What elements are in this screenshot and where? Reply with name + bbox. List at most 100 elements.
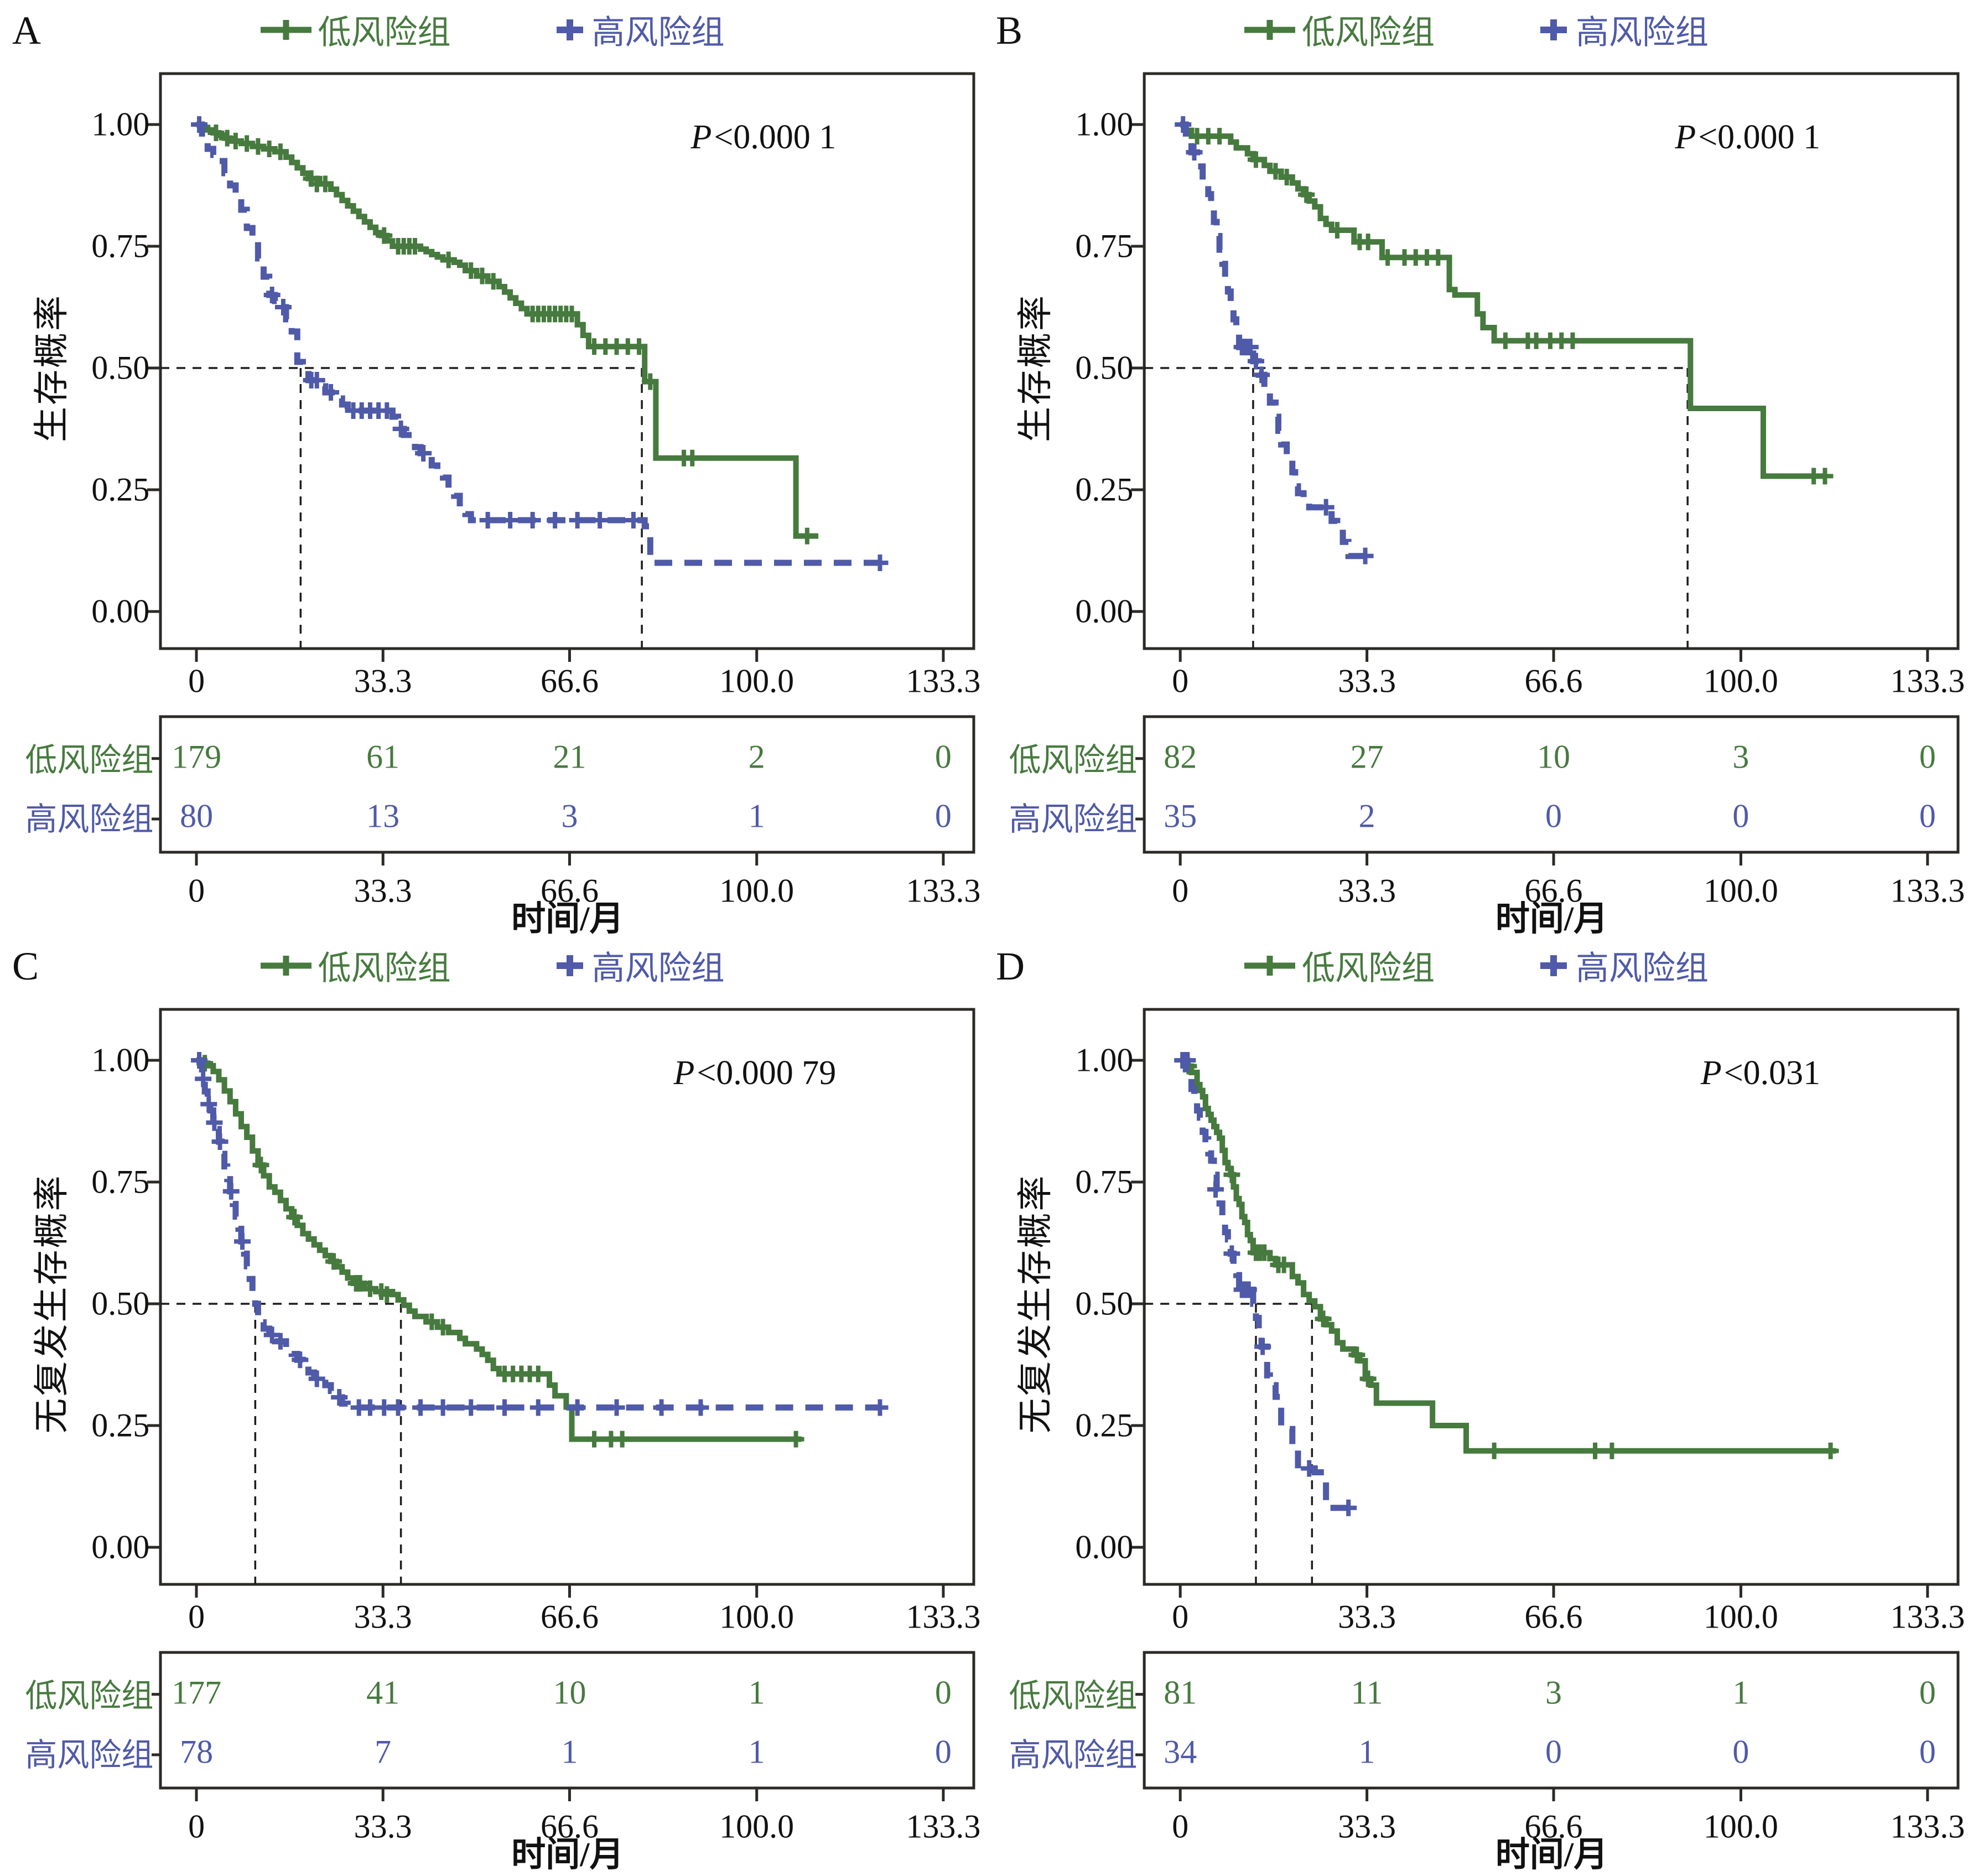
x-tick-label: 100.0	[1703, 1808, 1778, 1845]
x-tick-label: 33.3	[354, 872, 412, 909]
risk-count: 0	[934, 1674, 952, 1711]
y-axis-title: 无复发生存概率	[32, 1174, 71, 1434]
survival-plot	[147, 1008, 975, 1801]
risk-row-label-low: 低风险组	[1009, 742, 1138, 779]
p-value-symbol: P	[1700, 1054, 1722, 1092]
x-tick-label: 33.3	[1338, 1598, 1396, 1635]
y-tick-label: 1.00	[91, 106, 150, 143]
x-tick-label: 133.3	[1890, 872, 1965, 909]
risk-count: 78	[180, 1733, 214, 1770]
x-tick-label: 100.0	[719, 662, 795, 699]
x-tick-label: 133.3	[906, 872, 981, 909]
risk-count: 13	[366, 797, 400, 835]
risk-count: 11	[1351, 1674, 1383, 1711]
y-axis-title: 生存概率	[32, 293, 71, 442]
x-tick-label: 100.0	[719, 1808, 795, 1845]
x-tick-label: 0	[1172, 872, 1189, 909]
panel-letter: A	[12, 8, 41, 53]
high-risk-plus-marker-icon	[556, 19, 583, 40]
y-tick-label: 1.00	[1075, 1041, 1134, 1079]
p-value: P<0.000 1	[690, 118, 836, 157]
risk-count: 0	[1919, 1674, 1936, 1711]
y-tick-label: 0.75	[1075, 1163, 1134, 1200]
km-panel: C 低风险组 高风险组 P<0.000 79 1.00 0.75 0.50 0.…	[0, 936, 984, 1874]
km-panel: A 低风险组 高风险组 P<0.000 1 1.00 0.75 0.50 0.2…	[0, 0, 984, 938]
legend-label-high-risk: 高风险组	[591, 950, 725, 987]
risk-count: 41	[366, 1674, 400, 1711]
x-tick-label: 0	[188, 872, 205, 909]
low-risk-line-marker-icon	[260, 19, 311, 40]
risk-row-label-high: 高风险组	[25, 801, 154, 837]
risk-count: 1	[748, 1674, 765, 1711]
p-value: P<0.000 1	[1675, 118, 1820, 157]
x-tick-label: 133.3	[906, 1598, 981, 1635]
risk-count: 10	[553, 1674, 586, 1711]
risk-count: 179	[172, 738, 222, 775]
risk-count: 35	[1164, 797, 1197, 835]
survival-plot	[1131, 72, 1960, 866]
risk-row-label-low: 低风险组	[1009, 1678, 1138, 1714]
x-tick-label: 0	[188, 1808, 205, 1845]
legend-item-low-risk: 低风险组	[259, 941, 451, 989]
x-tick-label: 100.0	[1703, 662, 1778, 699]
risk-row-label-low: 低风险组	[25, 1678, 154, 1714]
x-tick-label: 133.3	[1890, 662, 1965, 699]
risk-count: 0	[1919, 797, 1936, 835]
legend-item-low-risk: 低风险组	[1243, 941, 1435, 989]
km-panel: B 低风险组 高风险组 P<0.000 1 1.00 0.75 0.50 0.2…	[984, 0, 1968, 938]
legend-label-low-risk: 低风险组	[1302, 14, 1435, 51]
x-tick-label: 100.0	[1703, 872, 1778, 909]
y-tick-label: 0.50	[91, 1285, 150, 1322]
legend: 低风险组 高风险组	[0, 941, 984, 989]
p-value-number: <0.000 79	[697, 1054, 837, 1092]
panel-letter: B	[996, 8, 1023, 53]
p-value-number: <0.000 1	[714, 118, 837, 157]
x-tick-label: 66.6	[540, 1808, 599, 1845]
risk-count: 61	[366, 738, 400, 775]
survival-plot	[147, 72, 975, 866]
x-axis-title: 时间/月	[1495, 1836, 1608, 1874]
risk-count: 10	[1537, 738, 1571, 775]
x-tick-label: 133.3	[906, 662, 981, 699]
km-panel: D 低风险组 高风险组 P<0.031 1.00 0.75 0.50 0.25 …	[984, 936, 1968, 1874]
legend-label-high-risk: 高风险组	[1576, 14, 1709, 51]
y-axis-title: 生存概率	[1016, 293, 1055, 442]
high-risk-plus-marker-icon	[1540, 19, 1567, 40]
risk-count: 1	[748, 1733, 765, 1770]
risk-count: 1	[748, 797, 765, 835]
p-value-symbol: P	[673, 1054, 695, 1092]
risk-count: 1	[1358, 1733, 1375, 1770]
risk-count: 7	[375, 1733, 392, 1770]
y-tick-label: 0.75	[1075, 227, 1134, 265]
y-tick-label: 0.25	[91, 1407, 150, 1444]
y-tick-label: 0.25	[1075, 1407, 1134, 1444]
risk-count: 0	[1545, 797, 1562, 835]
legend-item-high-risk: 高风险组	[553, 6, 725, 54]
p-value-symbol: P	[1675, 118, 1696, 157]
legend-label-high-risk: 高风险组	[1576, 950, 1709, 987]
y-tick-label: 0.50	[1075, 349, 1134, 386]
legend-item-high-risk: 高风险组	[553, 941, 725, 989]
risk-count: 0	[1545, 1733, 1562, 1770]
p-value: P<0.000 79	[673, 1054, 836, 1093]
p-value: P<0.031	[1701, 1054, 1820, 1093]
y-tick-label: 1.00	[91, 1041, 150, 1079]
x-tick-label: 133.3	[906, 1808, 981, 1845]
risk-row-label-high: 高风险组	[1009, 801, 1138, 837]
panel-letter: D	[996, 944, 1025, 988]
p-value-symbol: P	[690, 118, 712, 157]
x-tick-label: 33.3	[354, 1808, 412, 1845]
x-tick-label: 33.3	[1338, 1808, 1396, 1845]
risk-count: 3	[561, 797, 578, 835]
risk-count: 34	[1164, 1733, 1197, 1770]
legend: 低风险组 高风险组	[0, 6, 984, 54]
risk-count: 0	[1919, 738, 1936, 775]
x-tick-label: 33.3	[1338, 662, 1396, 699]
low-risk-line-marker-icon	[1244, 955, 1295, 976]
x-tick-label: 33.3	[354, 1598, 412, 1635]
x-axis-title: 时间/月	[1495, 900, 1608, 938]
panel-letter: C	[12, 944, 39, 988]
risk-count: 177	[172, 1674, 222, 1711]
p-value-number: <0.031	[1723, 1054, 1821, 1092]
